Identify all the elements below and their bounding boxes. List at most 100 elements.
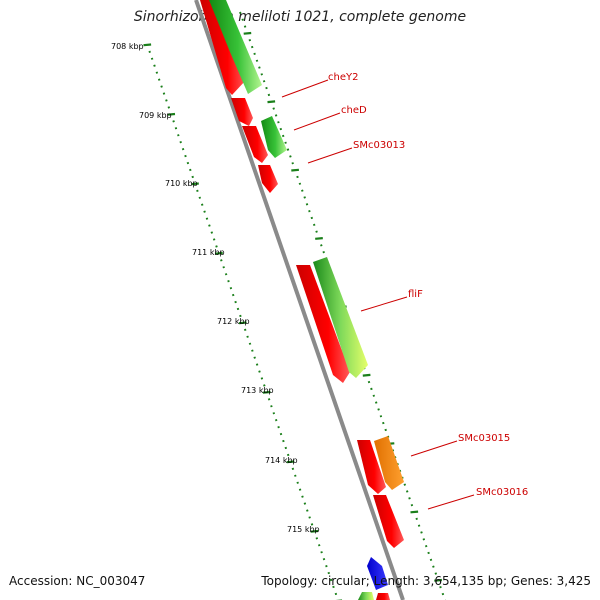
- minor-tick: [301, 189, 304, 192]
- minor-tick: [224, 273, 228, 276]
- minor-tick: [167, 106, 171, 109]
- genome-backbone: [194, 0, 405, 600]
- forward-strand-genes: [200, 0, 404, 548]
- gene-arrow[interactable]: [376, 593, 390, 600]
- minor-tick: [301, 495, 304, 498]
- minor-tick: [239, 11, 242, 15]
- minor-tick: [196, 189, 199, 193]
- major-tick: [267, 100, 276, 104]
- minor-tick: [222, 266, 225, 269]
- minor-tick: [253, 356, 256, 359]
- minor-tick: [382, 421, 385, 425]
- minor-tick: [277, 121, 280, 124]
- minor-tick: [270, 405, 273, 408]
- gene-labels: cheY2 cheD SMc03013 fliF SMc03015 SMc030…: [328, 72, 528, 498]
- gene-arrow[interactable]: [231, 98, 253, 126]
- scale-label: 712 kbp: [217, 317, 250, 326]
- minor-tick: [434, 572, 438, 575]
- minor-tick: [267, 398, 271, 401]
- minor-tick: [432, 565, 435, 568]
- gene-label-ched[interactable]: cheD: [341, 105, 367, 116]
- minor-tick: [289, 155, 292, 158]
- minor-tick: [153, 64, 156, 67]
- minor-tick: [286, 148, 290, 151]
- gene-arrow[interactable]: [242, 126, 268, 163]
- minor-tick: [384, 428, 387, 432]
- gene-label-flif[interactable]: fliF: [408, 289, 423, 300]
- minor-tick: [296, 481, 299, 484]
- scale-label: 710 kbp: [165, 179, 198, 188]
- minor-tick: [315, 230, 318, 233]
- minor-tick: [281, 134, 285, 138]
- minor-tick: [231, 293, 235, 297]
- gene-arrow[interactable]: [357, 440, 386, 494]
- minor-tick: [320, 244, 323, 247]
- gene-arrow[interactable]: [373, 495, 404, 548]
- major-tick: [291, 168, 300, 172]
- major-tick: [243, 31, 252, 35]
- major-tick: [286, 460, 295, 464]
- gene-arrow[interactable]: [258, 165, 278, 193]
- minor-tick: [429, 558, 433, 562]
- major-tick: [362, 373, 371, 377]
- major-tick: [310, 529, 319, 533]
- minor-tick: [310, 523, 314, 526]
- leader-line: [293, 112, 341, 131]
- minor-tick: [315, 537, 319, 540]
- minor-tick: [253, 52, 256, 56]
- minor-tick: [405, 490, 409, 493]
- minor-tick: [370, 387, 373, 391]
- minor-tick: [258, 66, 261, 69]
- gene-label-smc03015[interactable]: SMc03015: [458, 433, 510, 444]
- minor-tick: [160, 85, 163, 88]
- gene-label-chey2[interactable]: cheY2: [328, 72, 358, 83]
- gene-arrow[interactable]: [296, 265, 350, 383]
- minor-tick: [332, 585, 335, 589]
- scale-track-ticks: [143, 43, 343, 600]
- minor-tick: [181, 147, 185, 151]
- gene-arrow[interactable]: [261, 116, 287, 158]
- minor-tick: [317, 544, 321, 547]
- minor-tick: [177, 134, 180, 137]
- minor-tick: [212, 238, 216, 241]
- minor-tick: [410, 503, 414, 507]
- minor-tick: [172, 120, 175, 123]
- major-tick: [191, 182, 199, 186]
- minor-tick: [157, 78, 161, 81]
- gene-label-smc03013[interactable]: SMc03013: [353, 140, 405, 151]
- minor-tick: [263, 384, 266, 387]
- gene-arrow[interactable]: [374, 436, 404, 490]
- minor-tick: [179, 140, 182, 144]
- minor-tick: [255, 59, 259, 62]
- leader-line: [281, 79, 329, 98]
- scale-label: 708 kbp: [111, 42, 144, 51]
- minor-tick: [294, 474, 297, 477]
- gene-arrow[interactable]: [367, 557, 388, 590]
- gene-label-smc03016[interactable]: SMc03016: [476, 487, 528, 498]
- minor-tick: [274, 418, 278, 422]
- major-tick: [143, 43, 152, 47]
- minor-tick: [282, 439, 285, 443]
- minor-tick: [148, 50, 151, 54]
- leader-line: [307, 147, 353, 164]
- major-tick: [238, 321, 247, 325]
- minor-tick: [150, 57, 154, 60]
- minor-tick: [236, 307, 240, 311]
- gene-arrow[interactable]: [313, 257, 368, 378]
- major-tick: [214, 251, 223, 255]
- minor-tick: [308, 516, 311, 519]
- minor-tick: [260, 377, 264, 380]
- gene-arrow[interactable]: [209, 0, 262, 94]
- minor-tick: [320, 551, 323, 554]
- minor-tick: [279, 127, 283, 131]
- minor-tick: [251, 349, 254, 352]
- minor-tick: [248, 38, 252, 42]
- minor-tick: [258, 370, 261, 373]
- major-tick: [262, 390, 271, 394]
- gene-arrow[interactable]: [358, 592, 374, 600]
- minor-tick: [234, 300, 237, 304]
- minor-tick: [306, 509, 309, 512]
- gene-arrow[interactable]: [200, 0, 246, 95]
- minor-tick: [325, 564, 328, 568]
